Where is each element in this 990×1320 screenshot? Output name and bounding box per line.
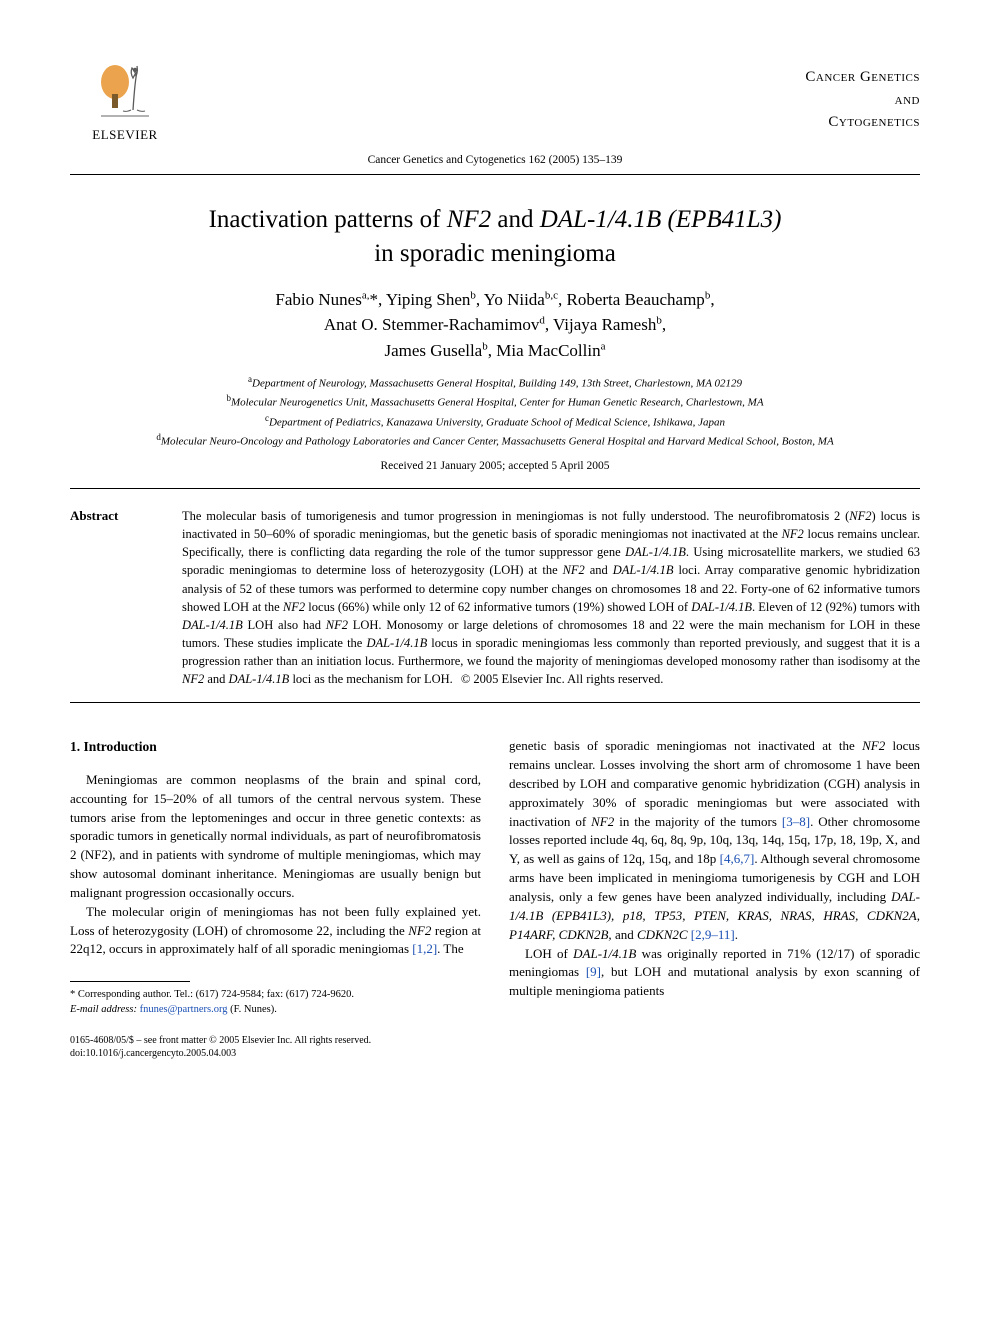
citation-line: Cancer Genetics and Cytogenetics 162 (20… (70, 152, 920, 168)
author-list: Fabio Nunesa,*, Yiping Shenb, Yo Niidab,… (110, 287, 880, 364)
affiliation-b: Molecular Neurogenetics Unit, Massachuse… (231, 397, 764, 409)
received-line: Received 21 January 2005; accepted 5 Apr… (70, 458, 920, 474)
journal-line-2: and (805, 89, 920, 112)
footnote-separator (70, 981, 190, 982)
col2-para-2: LOH of DAL-1/4.1B was originally reporte… (509, 945, 920, 1002)
ref-link-9[interactable]: [9] (586, 964, 601, 979)
affiliations: aDepartment of Neurology, Massachusetts … (100, 373, 890, 450)
publisher-block: ELSEVIER (70, 60, 180, 144)
header-row: ELSEVIER Cancer Genetics and Cytogenetic… (70, 60, 920, 144)
intro-para-1: Meningiomas are common neoplasms of the … (70, 771, 481, 903)
body-columns: 1. Introduction Meningiomas are common n… (70, 737, 920, 1017)
elsevier-logo (95, 60, 155, 122)
abstract-label: Abstract (70, 507, 158, 688)
bottom-right (509, 1034, 920, 1061)
bottom-left: 0165-4608/05/$ – see front matter © 2005… (70, 1034, 481, 1061)
abstract-body: The molecular basis of tumorigenesis and… (182, 507, 920, 688)
abstract-block: Abstract The molecular basis of tumorige… (70, 507, 920, 688)
journal-line-3: Cytogenetics (805, 111, 920, 134)
col2-para-1: genetic basis of sporadic meningiomas no… (509, 737, 920, 944)
ref-link-3-8[interactable]: [3–8] (782, 814, 810, 829)
section-1-heading: 1. Introduction (70, 737, 481, 757)
affiliation-a: Department of Neurology, Massachusetts G… (252, 378, 742, 390)
doi-line: doi:10.1016/j.cancergencyto.2005.04.003 (70, 1047, 481, 1061)
ref-link-4-6-7[interactable]: [4,6,7] (720, 851, 755, 866)
footnote-corr-line: * Corresponding author. Tel.: (617) 724-… (70, 988, 481, 1003)
rule-above-abstract (70, 488, 920, 489)
publisher-name: ELSEVIER (92, 126, 157, 144)
affiliation-d: Molecular Neuro-Oncology and Pathology L… (161, 435, 834, 447)
footnote-corresponding: * Corresponding author. Tel.: (617) 724-… (70, 988, 481, 1017)
front-matter-line: 0165-4608/05/$ – see front matter © 2005… (70, 1034, 481, 1048)
rule-below-abstract (70, 702, 920, 703)
rule-top (70, 174, 920, 175)
copyright-inline: © 2005 Elsevier Inc. All rights reserved… (461, 672, 664, 686)
bottom-row: 0165-4608/05/$ – see front matter © 2005… (70, 1034, 920, 1061)
article-title: Inactivation patterns of NF2 and DAL-1/4… (110, 203, 880, 271)
journal-name-block: Cancer Genetics and Cytogenetics (805, 60, 920, 134)
affiliation-c: Department of Pediatrics, Kanazawa Unive… (269, 416, 725, 428)
email-link[interactable]: fnunes@partners.org (140, 1004, 228, 1015)
intro-para-2: The molecular origin of meningiomas has … (70, 903, 481, 960)
column-right: genetic basis of sporadic meningiomas no… (509, 737, 920, 1017)
ref-link-2-9-11[interactable]: [2,9–11] (691, 927, 735, 942)
column-left: 1. Introduction Meningiomas are common n… (70, 737, 481, 1017)
footnote-email-line: E-mail address: fnunes@partners.org (F. … (70, 1003, 481, 1018)
ref-link-1-2[interactable]: [1,2] (412, 941, 437, 956)
journal-line-1: Cancer Genetics (805, 66, 920, 89)
